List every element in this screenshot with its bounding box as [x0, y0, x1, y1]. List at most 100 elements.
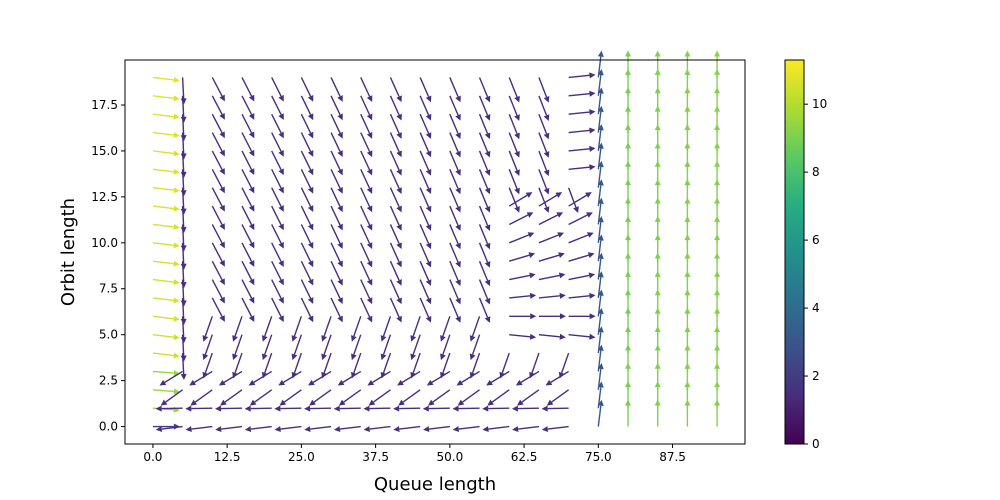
quiver-arrow-shaft: [568, 214, 588, 226]
quiver-arrow-head: [484, 169, 491, 176]
quiver-arrow-head: [559, 313, 566, 320]
quiver-arrow-shaft: [449, 95, 459, 116]
quiver-arrow-head: [543, 95, 550, 103]
quiver-arrow-shaft: [360, 169, 371, 189]
quiver-arrow-head: [455, 132, 461, 140]
quiver-arrow-head: [589, 145, 596, 152]
quiver-arrow-shaft: [152, 150, 174, 155]
quiver-arrow-shaft: [389, 169, 400, 189]
quiver-arrow-shaft: [568, 111, 590, 115]
x-axis-label: Queue length: [374, 474, 496, 495]
quiver-arrow-head: [337, 205, 343, 213]
quiver-arrow-head: [456, 379, 464, 386]
quiver-arrow-head: [452, 405, 459, 412]
quiver-arrow-head: [425, 315, 432, 323]
quiver-arrow-head: [291, 371, 298, 379]
quiver-arrow-head: [366, 168, 373, 176]
quiver-arrow-head: [321, 353, 327, 361]
quiver-arrow-head: [155, 405, 162, 412]
quiver-arrow-head: [455, 316, 461, 323]
quiver-arrow-head: [366, 132, 373, 139]
quiver-arrow-head: [337, 223, 343, 231]
quiver-arrow-head: [338, 399, 346, 406]
quiver-arrow-shaft: [462, 389, 480, 403]
quiver-arrow-shaft: [271, 113, 282, 134]
quiver-arrow-head: [185, 426, 192, 433]
quiver-arrow-shaft: [597, 350, 602, 372]
quiver-arrow-head: [173, 260, 180, 267]
quiver-arrow-head: [337, 278, 343, 286]
quiver-arrow-head: [159, 379, 167, 386]
quiver-arrow-shaft: [531, 352, 540, 374]
quiver-arrow-shaft: [300, 150, 312, 171]
quiver-arrow-shaft: [508, 150, 518, 171]
quiver-arrow-shaft: [369, 425, 391, 430]
quiver-arrow-head: [380, 335, 387, 342]
quiver-arrow-shaft: [449, 113, 459, 134]
colorbar-axis: 0 2 4 6 8 10: [804, 97, 827, 451]
quiver-arrow-shaft: [449, 224, 459, 245]
quiver-arrow-head: [425, 279, 432, 286]
colorbar: [784, 59, 805, 445]
quiver-arrow-head: [307, 131, 314, 139]
quiver-arrow-shaft: [412, 334, 421, 355]
quiver-arrow-shaft: [389, 224, 400, 244]
quiver-arrow-shaft: [234, 316, 243, 337]
quiver-arrow-shaft: [152, 297, 174, 302]
quiver-arrow-shaft: [300, 77, 312, 97]
quiver-arrow-head: [455, 242, 461, 250]
quiver-arrow-head: [173, 279, 180, 286]
quiver-arrow-shaft: [399, 425, 421, 430]
quiver-arrow-shaft: [517, 425, 540, 430]
quiver-arrow-head: [244, 405, 251, 412]
quiver-arrow-head: [484, 279, 491, 287]
quiver-arrow-shaft: [419, 187, 430, 208]
quiver-arrow-head: [484, 114, 491, 121]
quiver-arrow-shaft: [568, 148, 590, 152]
quiver-arrow-shaft: [538, 333, 560, 338]
quiver-arrow-head: [337, 131, 343, 139]
quiver-arrow-head: [232, 371, 238, 379]
quiver-arrow-head: [396, 132, 402, 139]
quiver-arrow-head: [307, 95, 314, 102]
quiver-arrow-shaft: [323, 334, 332, 355]
quiver-arrow-shaft: [419, 279, 430, 300]
quiver-arrow-shaft: [389, 187, 400, 208]
quiver-arrow-shaft: [204, 352, 213, 374]
quiver-arrow-shaft: [449, 297, 459, 318]
quiver-arrow-head: [499, 371, 506, 379]
axes-frame: [124, 59, 746, 445]
quiver-arrow-head: [337, 242, 343, 249]
quiver-arrow-head: [248, 168, 255, 175]
quiver-arrow-head: [393, 426, 400, 433]
quiver-arrow-head: [173, 370, 180, 377]
quiver-arrow-head: [219, 131, 225, 139]
quiver-arrow-head: [261, 371, 268, 379]
quiver-arrow-head: [248, 296, 255, 304]
quiver-arrow-head: [396, 150, 402, 158]
quiver-arrow-head: [180, 190, 187, 197]
quiver-arrow-shaft: [300, 95, 312, 116]
quiver-arrow-head: [278, 379, 286, 386]
quiver-arrow-shaft: [428, 425, 450, 430]
quiver-arrow-shaft: [264, 352, 273, 374]
x-tick-label: 0.0: [143, 450, 162, 464]
quiver-arrow-shaft: [508, 169, 518, 190]
quiver-arrow-head: [248, 278, 255, 286]
quiver-arrow-head: [307, 278, 314, 286]
quiver-arrow-head: [684, 50, 691, 57]
quiver-arrow-head: [173, 113, 180, 120]
quiver-arrow-head: [337, 297, 343, 304]
quiver-arrow-shaft: [478, 242, 489, 263]
quiver-arrow-shaft: [271, 297, 282, 318]
quiver-arrow-shaft: [419, 224, 430, 244]
quiver-arrow-shaft: [271, 242, 282, 262]
x-tick-label: 37.5: [362, 450, 389, 464]
quiver-arrow-head: [350, 335, 357, 342]
quiver-arrow-head: [440, 335, 446, 342]
quiver-arrow-head: [279, 399, 287, 406]
quiver-arrow-head: [278, 260, 284, 267]
quiver-arrow-shaft: [538, 234, 559, 244]
quiver-arrow-shaft: [547, 425, 569, 430]
quiver-arrow-head: [440, 353, 446, 361]
